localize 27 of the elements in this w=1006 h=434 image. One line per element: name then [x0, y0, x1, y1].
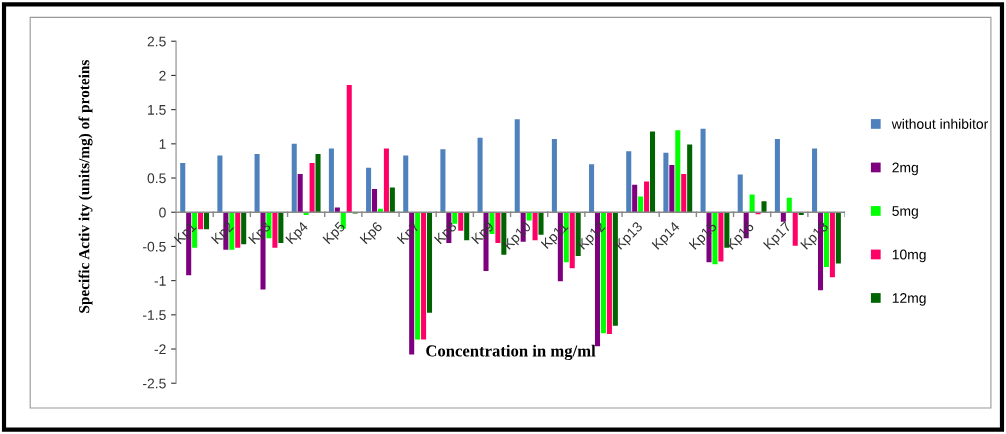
legend-label: 5mg	[892, 206, 918, 219]
y-tick-label: 0.5	[147, 173, 166, 184]
legend-label: without inhibitor	[891, 118, 989, 129]
x-axis-title: Concentration in mg/ml	[426, 344, 596, 361]
y-tick-label: -1.5	[143, 310, 166, 320]
x-tick-label: Kp3	[248, 221, 274, 247]
x-tick-label: Kp1	[173, 221, 199, 247]
legend-label: 10mg	[892, 249, 926, 263]
x-tick-label: Kp8	[433, 221, 460, 247]
y-tick-label: -1	[154, 276, 166, 286]
legend-label: 12mg	[892, 293, 926, 306]
y-tick-label: 1.5	[148, 105, 166, 115]
legend-label: 2mg	[892, 162, 918, 176]
y-tick-label: 1	[159, 139, 166, 149]
y-axis-title: Specific Activ ity (units/mg) of proteins	[78, 60, 93, 313]
y-tick-label: 2	[159, 70, 166, 81]
y-tick-label: 0	[159, 207, 166, 218]
y-tick-label: -2	[154, 344, 166, 355]
y-tick-label: 2.5	[147, 36, 166, 47]
y-tick-label: -0.5	[143, 241, 166, 252]
x-tick-label: Kp6	[359, 221, 385, 247]
x-tick-label: Kp5	[322, 221, 348, 247]
x-tick-label: Kp7	[396, 221, 422, 247]
y-tick-label: -2.5	[143, 378, 166, 389]
x-tick-label: Kp4	[285, 221, 311, 247]
x-tick-label: Kp9	[471, 221, 497, 247]
x-tick-label: Kp2	[210, 221, 236, 247]
